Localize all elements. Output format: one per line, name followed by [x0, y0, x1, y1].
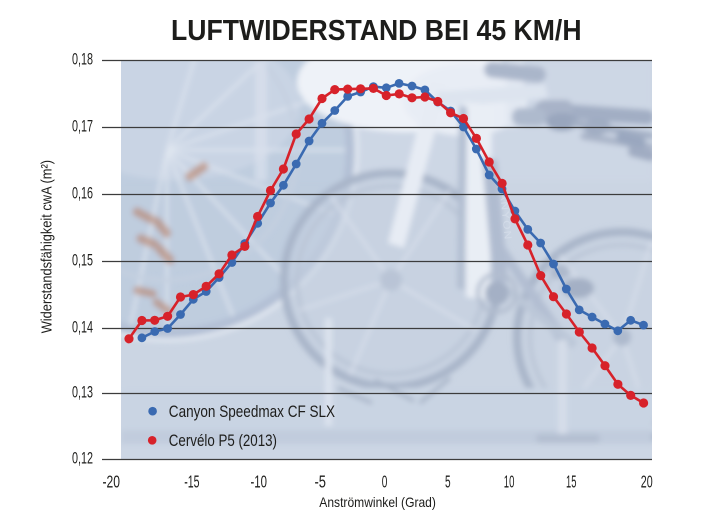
svg-text:Cervélo P5 (2013): Cervélo P5 (2013) — [169, 432, 277, 450]
svg-text:-15: -15 — [184, 472, 199, 492]
svg-text:0: 0 — [382, 472, 388, 492]
svg-text:Canyon Speedmax CF SLX: Canyon Speedmax CF SLX — [169, 403, 335, 421]
svg-text:15: 15 — [566, 472, 576, 492]
svg-text:20: 20 — [641, 472, 653, 492]
svg-text:0,12: 0,12 — [72, 450, 93, 468]
svg-text:-10: -10 — [250, 472, 267, 492]
svg-text:Widerstandsfähigkeit cwA (m²): Widerstandsfähigkeit cwA (m²) — [39, 160, 56, 333]
svg-text:LUFTWIDERSTAND BEI 45 KM/H: LUFTWIDERSTAND BEI 45 KM/H — [171, 15, 582, 47]
svg-text:-5: -5 — [314, 472, 326, 492]
svg-text:0,18: 0,18 — [72, 51, 93, 69]
svg-text:0,15: 0,15 — [72, 252, 93, 270]
svg-text:-20: -20 — [102, 472, 120, 492]
svg-text:0,17: 0,17 — [72, 118, 93, 136]
svg-text:5: 5 — [445, 472, 451, 492]
svg-text:Anströmwinkel (Grad): Anströmwinkel (Grad) — [319, 494, 436, 510]
svg-text:10: 10 — [504, 472, 515, 492]
svg-text:0,16: 0,16 — [72, 185, 93, 203]
svg-text:0,13: 0,13 — [72, 384, 93, 402]
svg-text:0,14: 0,14 — [72, 319, 93, 337]
